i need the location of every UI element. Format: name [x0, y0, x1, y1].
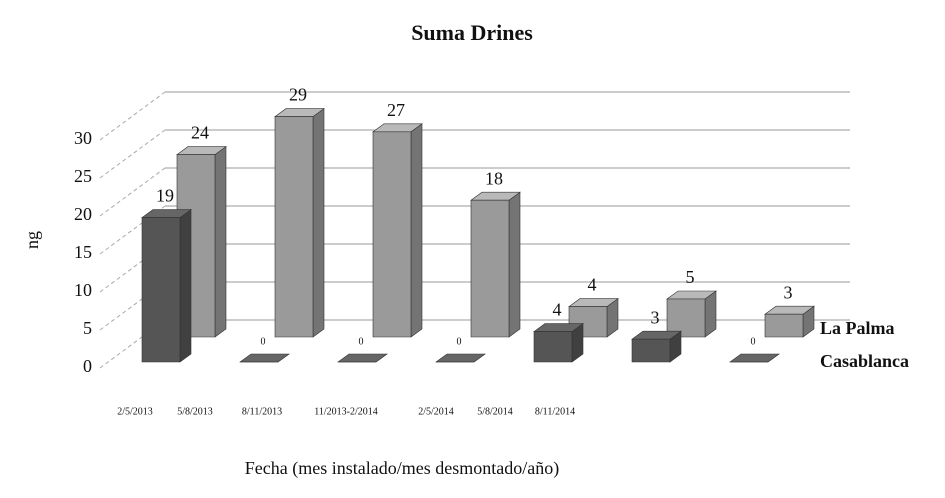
value-label: 4: [588, 275, 597, 295]
value-label: 3: [784, 282, 793, 302]
bar-side: [312, 108, 325, 338]
x-tick-label: 5/8/2014: [477, 406, 513, 417]
x-tick-label: 2/5/2014: [418, 406, 454, 417]
y-tick-label: 15: [74, 242, 92, 262]
grid-diagonal: [99, 129, 166, 179]
value-label: 27: [387, 100, 405, 120]
bar-front: [141, 217, 181, 363]
value-label: 0: [457, 336, 462, 347]
bar: [666, 290, 717, 338]
value-label: 19: [156, 186, 174, 206]
y-tick-label: 25: [74, 166, 92, 186]
bar: [533, 323, 584, 363]
value-label: 24: [191, 123, 209, 143]
bar: [729, 353, 780, 363]
value-label: 29: [289, 85, 307, 105]
value-label: 4: [553, 300, 562, 320]
bar: [141, 209, 192, 363]
bar-top: [435, 353, 486, 363]
bar: [435, 353, 486, 363]
bar: [274, 108, 325, 338]
y-tick-label: 30: [74, 128, 92, 148]
bar-front: [764, 313, 804, 338]
x-axis-label: Fecha (mes instalado/mes desmontado/año): [245, 458, 559, 479]
bar: [470, 191, 521, 338]
bar: [239, 353, 290, 363]
x-tick-label: 11/2013-2/2014: [314, 406, 378, 417]
y-tick-label: 5: [83, 318, 92, 338]
y-tick-label: 10: [74, 280, 92, 300]
bar-front: [274, 116, 314, 338]
grid-diagonal: [99, 91, 166, 141]
y-tick-label: 20: [74, 204, 92, 224]
value-label: 0: [261, 336, 266, 347]
value-label: 0: [359, 336, 364, 347]
bar: [372, 123, 423, 338]
value-label: 5: [686, 267, 695, 287]
x-tick-label: 2/5/2013: [117, 406, 153, 417]
bar-top: [239, 353, 290, 363]
bar-front: [470, 199, 510, 338]
x-tick-label: 8/11/2014: [535, 406, 575, 417]
bar-front: [372, 131, 412, 338]
bar-front: [533, 331, 573, 363]
x-tick-label: 8/11/2013: [242, 406, 282, 417]
bar: [764, 305, 815, 338]
legend-label: Casablanca: [820, 351, 909, 371]
bar: [631, 330, 682, 363]
value-label: 0: [751, 336, 756, 347]
bar-top: [729, 353, 780, 363]
y-tick-label: 0: [83, 356, 92, 376]
legend-label: La Palma: [820, 318, 895, 338]
x-tick-label: 5/8/2013: [177, 406, 213, 417]
bar-side: [179, 209, 192, 363]
bar: [337, 353, 388, 363]
bar-front: [631, 338, 671, 363]
y-axis-label: ng: [22, 231, 42, 249]
value-label: 18: [485, 168, 503, 188]
bar-top: [337, 353, 388, 363]
value-label: 3: [651, 307, 660, 327]
chart-title: Suma Drines: [411, 20, 533, 45]
bar-side: [214, 146, 227, 338]
bar-front: [666, 298, 706, 338]
bar-side: [508, 191, 521, 338]
bar-side: [410, 123, 423, 338]
